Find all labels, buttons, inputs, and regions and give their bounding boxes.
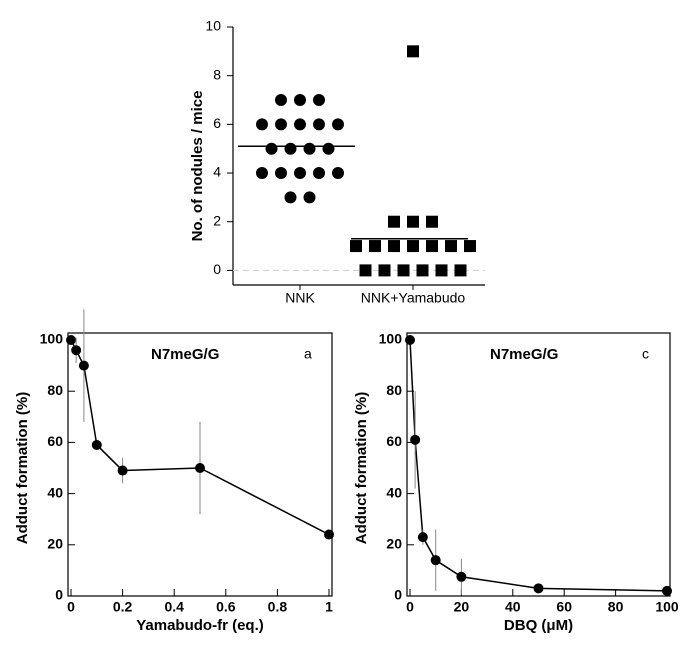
dot xyxy=(313,167,325,180)
y-tick-label: 20 xyxy=(47,536,63,552)
x-tick-label: 0 xyxy=(406,599,414,615)
square xyxy=(416,264,429,277)
square xyxy=(407,240,419,253)
point xyxy=(91,439,102,450)
dot xyxy=(294,167,306,180)
dot xyxy=(294,118,306,131)
x-tick-label: 100 xyxy=(655,599,679,615)
y-tick-label: 40 xyxy=(386,484,402,500)
point xyxy=(66,335,76,345)
data-line xyxy=(409,339,668,592)
x-tick-label: 80 xyxy=(608,599,624,615)
y-tick-label: 20 xyxy=(386,536,402,552)
y-tick-label: 2 xyxy=(213,212,221,228)
point xyxy=(117,465,128,476)
dot xyxy=(284,191,297,204)
dot xyxy=(265,142,278,155)
x-axis-label: Yamabudo-fr (eq.) xyxy=(136,617,264,634)
dot xyxy=(313,94,325,107)
frame xyxy=(406,332,671,597)
x-axis-label: DBQ (μM) xyxy=(504,617,573,634)
y-tick-label: 8 xyxy=(213,66,221,82)
point xyxy=(417,532,428,543)
dot xyxy=(284,142,297,155)
y-tick-label: 80 xyxy=(47,382,63,398)
point xyxy=(78,360,89,371)
square xyxy=(407,45,419,58)
dot xyxy=(303,191,316,204)
point xyxy=(410,434,421,445)
dot xyxy=(332,167,344,180)
square xyxy=(445,240,457,253)
y-tick-label: 10 xyxy=(205,18,221,34)
square xyxy=(388,215,400,228)
x-tick-label: 0.2 xyxy=(113,599,133,615)
y-tick-label: 0 xyxy=(213,261,221,277)
frame xyxy=(67,332,333,597)
dot xyxy=(322,142,335,155)
y-tick-label: 80 xyxy=(386,382,402,398)
dot xyxy=(313,118,325,131)
dot xyxy=(256,118,268,131)
dot xyxy=(275,94,287,107)
point xyxy=(324,529,334,540)
y-axis-label: Adduct formation (%) xyxy=(14,392,31,544)
square xyxy=(359,264,372,277)
y-axis-label: Adduct formation (%) xyxy=(353,392,370,544)
y-tick-label: 60 xyxy=(386,433,402,449)
x-tick-label: 0.4 xyxy=(164,599,184,615)
square xyxy=(388,240,400,253)
y-axis-label: No. of nodules / mice xyxy=(189,91,206,242)
y-tick-label: 100 xyxy=(379,331,403,347)
dot xyxy=(256,167,268,180)
dot xyxy=(275,118,287,131)
annotation: N7meG/G xyxy=(151,346,219,363)
dot xyxy=(303,142,316,155)
y-tick-label: 40 xyxy=(47,484,63,500)
dot xyxy=(294,94,306,107)
y-tick-label: 4 xyxy=(213,164,221,180)
annotation: c xyxy=(642,346,649,362)
point xyxy=(456,571,467,582)
square xyxy=(350,240,362,253)
square xyxy=(426,215,438,228)
x-tick-label: 40 xyxy=(505,599,521,615)
y-tick-label: 100 xyxy=(40,331,64,347)
dot xyxy=(275,167,287,180)
point xyxy=(405,335,415,345)
x-tick-label: 20 xyxy=(454,599,470,615)
point xyxy=(533,583,544,594)
square xyxy=(426,240,438,253)
y-tick-label: 0 xyxy=(55,587,63,603)
square xyxy=(464,240,476,253)
dot xyxy=(332,118,344,131)
square xyxy=(435,264,448,277)
square xyxy=(454,264,467,277)
square xyxy=(369,240,381,253)
annotation: N7meG/G xyxy=(490,346,558,363)
point xyxy=(71,345,82,356)
annotation: a xyxy=(304,346,312,362)
x-tick-label: 60 xyxy=(556,599,572,615)
point xyxy=(662,585,672,596)
square xyxy=(397,264,410,277)
y-tick-label: 60 xyxy=(47,433,63,449)
square xyxy=(378,264,391,277)
point xyxy=(195,463,205,473)
y-tick-label: 6 xyxy=(213,115,221,131)
x-tick-label: NNK xyxy=(285,290,315,306)
x-tick-label: 0.6 xyxy=(216,599,236,615)
x-tick-label: NNK+Yamabudo xyxy=(361,290,466,306)
y-tick-label: 0 xyxy=(394,587,402,603)
x-tick-label: 0.8 xyxy=(268,599,288,615)
point xyxy=(430,555,441,566)
x-tick-label: 1 xyxy=(325,599,333,615)
square xyxy=(407,215,419,228)
x-tick-label: 0 xyxy=(67,599,75,615)
